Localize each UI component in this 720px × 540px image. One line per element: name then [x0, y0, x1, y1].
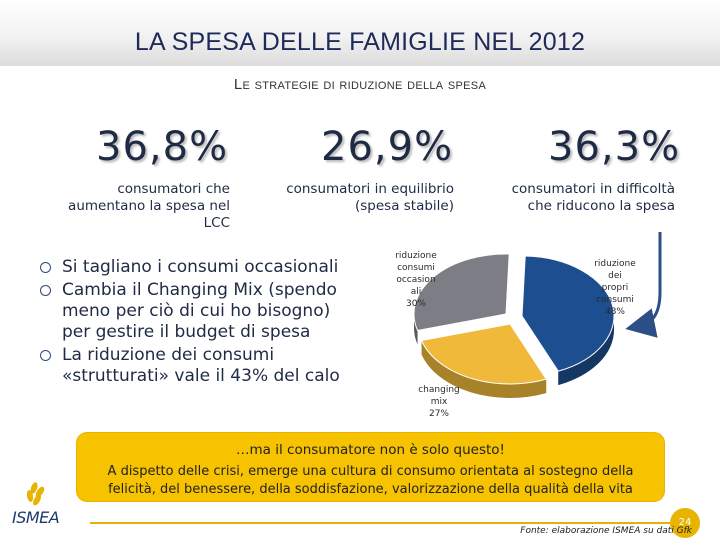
slice-label-line: dei [608, 271, 622, 281]
pie-depth [414, 314, 614, 398]
stat-desc-stable: consumatori in equilibrio (spesa stabile… [252, 181, 454, 215]
bullet-circle-icon [40, 350, 51, 361]
pie-slice-side [414, 314, 418, 345]
slice-label-own-consumption: riduzione dei propri consumi 43% [580, 258, 650, 318]
page-number-badge: 24 [670, 508, 700, 538]
stat-desc-line: consumatori in difficoltà [511, 181, 675, 197]
footer-divider [90, 522, 678, 524]
slice-label-changing-mix: changing mix 27% [408, 384, 470, 420]
bullet-line: «strutturati» vale il 43% del calo [62, 366, 340, 386]
bullet-line: meno per ciò di cui ho bisogno) [62, 301, 331, 321]
bullet-item: Cambia il Changing Mix (spendo meno per … [40, 280, 370, 343]
logo-wordmark: ISMEA [12, 508, 60, 527]
slice-value-label: 27% [428, 409, 449, 419]
stat-desc-line: consumatori che [117, 181, 230, 197]
slide-title: LA SPESA DELLE FAMIGLIE NEL 2012 [134, 28, 586, 56]
bullet-line: Cambia il Changing Mix (spendo [62, 280, 337, 300]
callout-body: A dispetto delle crisi, emerge una cultu… [87, 463, 654, 499]
stat-desc-reduce: consumatori in difficoltà che riducono l… [478, 181, 675, 215]
slice-label-line: occasion [396, 275, 436, 285]
bullet-circle-icon [40, 285, 51, 296]
callout-headline: …ma il consumatore non è solo questo! [236, 442, 505, 458]
stat-desc-line: aumentano la spesa nel [68, 198, 230, 214]
pie-slices [413, 253, 615, 385]
stat-desc-line: consumatori in equilibrio [286, 181, 454, 197]
bullet-item: Si tagliano i consumi occasionali [40, 257, 370, 278]
stat-desc-line: LCC [203, 215, 230, 231]
bullet-line: per gestire il budget di spesa [62, 322, 311, 342]
ismea-logo-icon [26, 482, 45, 506]
callout-box: …ma il consumatore non è solo questo! A … [77, 433, 664, 501]
slide-subtitle: Le strategie di riduzione della spesa [0, 76, 720, 93]
pie-slice-side [558, 316, 614, 386]
subtitle-text: Le strategie di riduzione della spesa [233, 76, 487, 93]
slice-label-occasional: riduzione consumi occasion ali 30% [385, 250, 447, 310]
stat-desc-line: (spesa stabile) [354, 198, 454, 214]
bullet-line: Si tagliano i consumi occasionali [62, 257, 339, 277]
callout-body-line: felicità, del benessere, della soddisfaz… [108, 482, 633, 497]
bullet-circle-icon [40, 262, 51, 273]
stat-value-reduce: 36,3% [548, 124, 681, 170]
stat-desc-increase: consumatori che aumentano la spesa nel L… [20, 181, 230, 232]
source-note: Fonte: elaborazione ISMEA su dati Gfk [520, 526, 692, 536]
slice-label-line: propri [601, 283, 629, 293]
slice-label-line: consumi [397, 263, 435, 273]
slice-label-line: consumi [596, 295, 634, 305]
slice-label-line: mix [430, 397, 448, 407]
bullet-list: Si tagliano i consumi occasionali Cambia… [40, 257, 370, 389]
stat-desc-line: che riducono la spesa [527, 198, 675, 214]
bullet-line: La riduzione dei consumi [62, 345, 275, 365]
pointer-arrow-icon [625, 232, 662, 338]
slice-value-label: 30% [405, 299, 426, 309]
pie-slice [420, 323, 548, 385]
stat-value-increase: 36,8% [96, 124, 229, 170]
header-band [0, 0, 720, 66]
slice-label-line: riduzione [395, 251, 437, 261]
callout-body-line: A dispetto delle crisi, emerge una cultu… [107, 464, 634, 479]
slice-label-line: changing [418, 385, 460, 395]
slice-label-line: ali [410, 287, 422, 297]
pie-slice [413, 253, 510, 332]
bullet-item: La riduzione dei consumi «strutturati» v… [40, 345, 370, 387]
slice-label-line: riduzione [594, 259, 636, 269]
stat-value-stable: 26,9% [321, 124, 454, 170]
pie-slice [521, 255, 615, 372]
pie-slice-side [421, 340, 547, 398]
slice-value-label: 43% [604, 307, 625, 317]
